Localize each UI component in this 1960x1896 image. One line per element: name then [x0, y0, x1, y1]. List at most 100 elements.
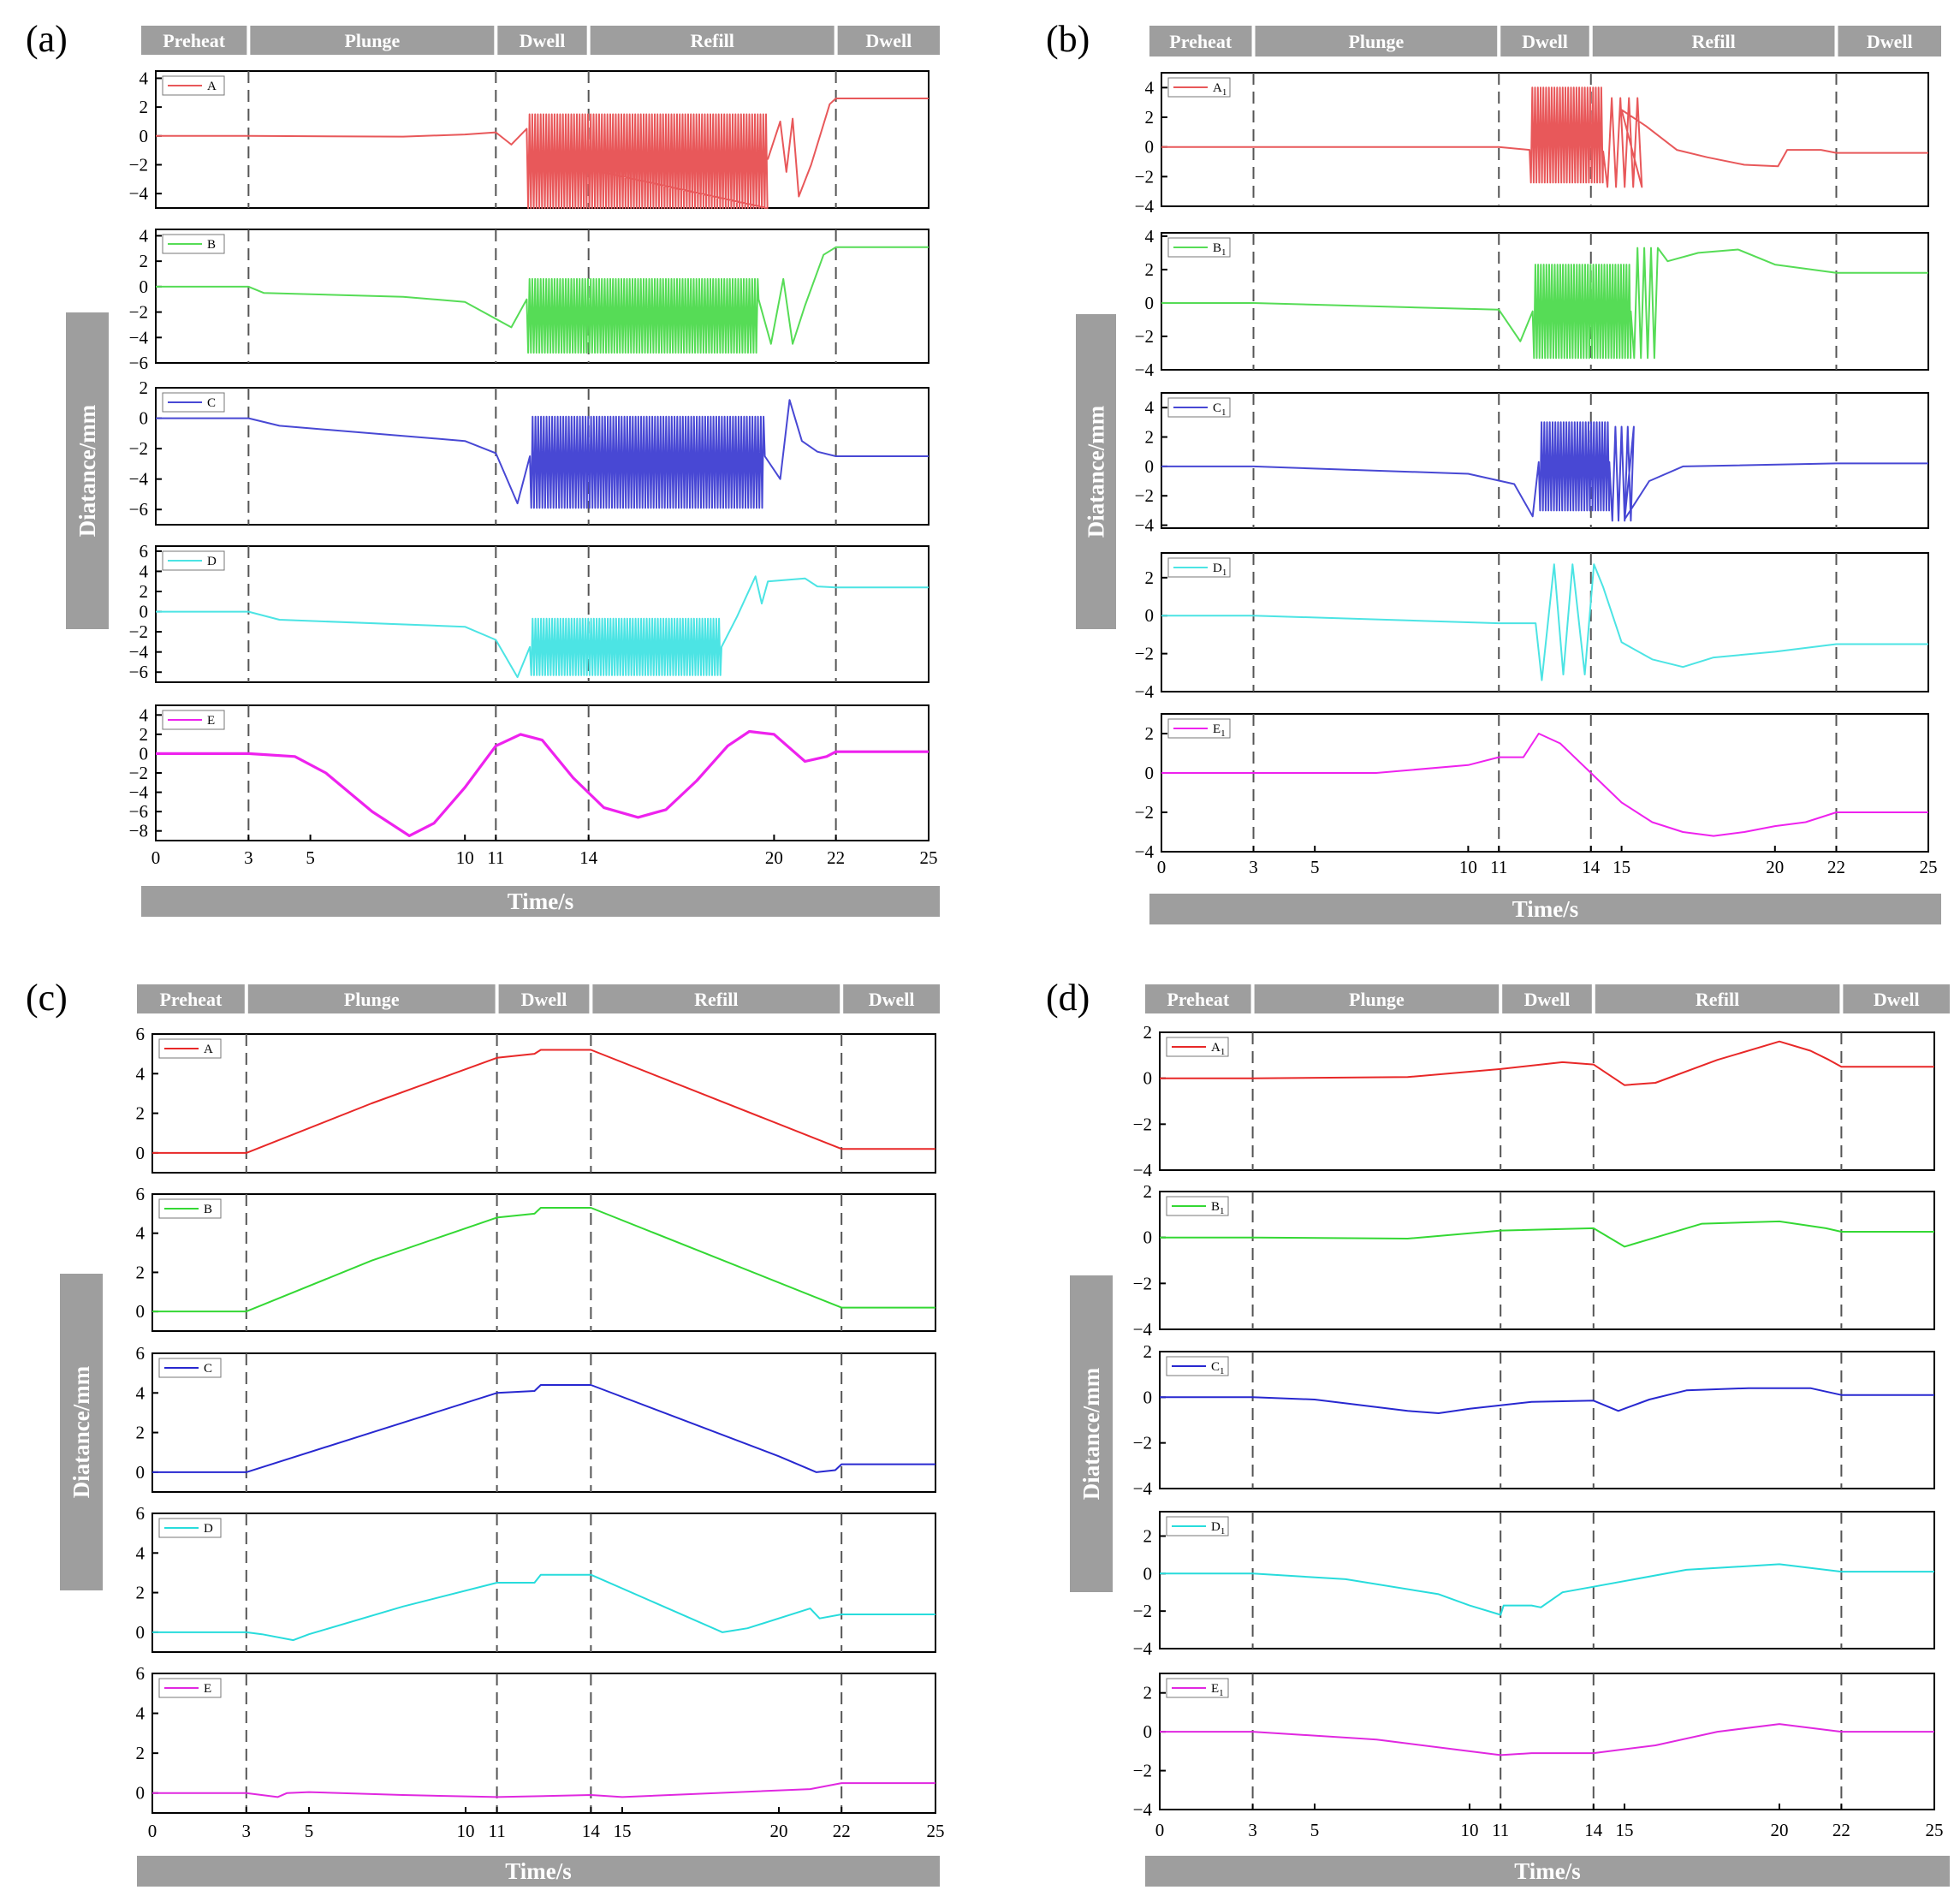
- y-axis-label-box: [1076, 314, 1116, 629]
- y-tick-label: −4: [129, 782, 149, 803]
- legend-label: B1: [1213, 241, 1226, 258]
- phase-label: Dwell: [1867, 31, 1913, 52]
- subplot-B: 6 4 2 0 B: [136, 1184, 936, 1332]
- x-tick-label: 20: [1771, 1820, 1789, 1840]
- phase-segment-1: [1149, 26, 1252, 56]
- y-tick-label: 0: [1143, 1227, 1153, 1248]
- series-line-A1: [1160, 1040, 1934, 1086]
- y-tick-label: 0: [1145, 137, 1155, 158]
- subplot-A1: 4 2 0 −2 −4 A1: [1135, 72, 1929, 217]
- phase-label: Dwell: [520, 30, 566, 51]
- phase-label: Dwell: [869, 989, 915, 1010]
- x-tick-label: 0: [1157, 857, 1167, 877]
- x-tick-label: 10: [1459, 857, 1477, 877]
- x-axis-label-bar: [141, 886, 940, 917]
- y-tick-label: 2: [1143, 1181, 1153, 1202]
- x-tick-label: 22: [833, 1821, 851, 1841]
- plot-frame: [1159, 1031, 1935, 1171]
- series-line-D1: [1160, 1563, 1934, 1616]
- plot-frame: [1161, 392, 1929, 529]
- y-tick-label: 6: [136, 1343, 146, 1364]
- y-tick-label: 2: [136, 1743, 146, 1763]
- subfigure-b: (b) Preheat Plunge Dwell Refill Dwell Diatance…: [1046, 18, 1941, 924]
- phase-segment-4: [1595, 984, 1840, 1013]
- phase-label: Preheat: [1167, 989, 1230, 1010]
- subfigure-c: (c) Preheat Plunge Dwell Refill Dwell Diatance…: [26, 977, 945, 1887]
- series-line-B: [152, 1207, 935, 1313]
- phase-label: Plunge: [344, 989, 400, 1010]
- x-tick-label: 3: [242, 1821, 252, 1841]
- series-line-B1: [1160, 1220, 1934, 1248]
- x-tick-label: 20: [770, 1821, 788, 1841]
- panel-label: (c): [26, 977, 68, 1019]
- x-tick-label: 25: [1926, 1820, 1944, 1840]
- phase-label: Dwell: [865, 30, 912, 51]
- series-line-C: [152, 1384, 935, 1473]
- plot-frame: [1161, 713, 1929, 853]
- y-tick-label: 0: [140, 743, 149, 764]
- y-tick-label: 4: [1145, 226, 1155, 247]
- series-line-D: [152, 1573, 935, 1642]
- plot-frame: [1159, 1673, 1935, 1810]
- y-tick-label: −4: [1135, 196, 1155, 217]
- phase-label: Plunge: [1349, 989, 1405, 1010]
- legend-label: A1: [1213, 81, 1226, 98]
- series-line-D1: [1161, 563, 1928, 681]
- x-tick-label: 0: [151, 847, 161, 868]
- plot-frame: [155, 545, 930, 683]
- y-tick-label: 0: [140, 602, 149, 622]
- y-tick-label: 4: [1145, 397, 1155, 418]
- plot-frame: [1159, 1511, 1935, 1649]
- y-tick-label: 2: [1143, 1525, 1153, 1546]
- legend-label: B1: [1211, 1200, 1225, 1216]
- x-axis-label-bar: [1149, 894, 1941, 924]
- y-tick-label: 0: [1145, 293, 1155, 313]
- x-tick-label: 3: [1248, 1820, 1257, 1840]
- y-tick-label: 4: [140, 561, 149, 581]
- phase-segment-4: [590, 26, 834, 55]
- series-line-C: [156, 399, 929, 509]
- legend-label: C1: [1211, 1360, 1225, 1376]
- subplot-C: 6 4 2 0 C: [136, 1343, 936, 1493]
- y-axis-label-box: [1070, 1275, 1113, 1592]
- subplot-C: 2 0 −2 −4 −6 C: [129, 377, 930, 526]
- legend-label: D1: [1213, 562, 1226, 578]
- plot-frame: [1161, 72, 1929, 207]
- y-tick-label: −2: [1135, 802, 1154, 823]
- legend-label: E: [207, 714, 215, 728]
- y-axis-label: Diatance/mm: [1078, 1367, 1104, 1500]
- y-tick-label: −6: [129, 353, 148, 373]
- y-tick-label: 2: [140, 97, 149, 117]
- y-tick-label: 0: [1143, 1068, 1153, 1089]
- y-tick-label: 6: [136, 1503, 146, 1524]
- subplot-E: 6 4 2 0 E: [136, 1663, 936, 1814]
- x-axis-label-bar: [1145, 1856, 1950, 1887]
- x-tick-label: 0: [1155, 1820, 1165, 1840]
- y-tick-label: 2: [1145, 259, 1155, 280]
- y-tick-label: −2: [129, 621, 148, 642]
- panel-label: (b): [1046, 18, 1090, 60]
- phase-segment-1: [141, 26, 247, 55]
- y-tick-label: 6: [136, 1184, 146, 1204]
- phase-segment-2: [1254, 984, 1500, 1013]
- y-tick-label: −4: [1133, 1319, 1153, 1340]
- y-tick-label: 0: [136, 1462, 146, 1483]
- y-tick-label: 0: [140, 408, 149, 429]
- x-tick-label: 22: [1832, 1820, 1850, 1840]
- y-tick-label: −2: [1133, 1761, 1152, 1781]
- x-tick-label: 25: [927, 1821, 945, 1841]
- series-line-E1: [1160, 1723, 1934, 1756]
- x-tick-label: 0: [148, 1821, 157, 1841]
- y-tick-label: −2: [1133, 1601, 1152, 1621]
- y-tick-label: 0: [1143, 1387, 1153, 1407]
- y-tick-label: 4: [140, 225, 149, 246]
- y-tick-label: −4: [1135, 841, 1155, 862]
- y-tick-label: 0: [140, 276, 149, 297]
- y-tick-label: −4: [1135, 681, 1155, 702]
- plot-frame: [151, 1352, 936, 1493]
- phase-segment-3: [498, 984, 590, 1013]
- x-tick-label: 14: [582, 1821, 601, 1841]
- y-tick-label: −4: [129, 469, 149, 490]
- y-axis-label-box: [60, 1274, 103, 1590]
- phase-label: Plunge: [344, 30, 400, 51]
